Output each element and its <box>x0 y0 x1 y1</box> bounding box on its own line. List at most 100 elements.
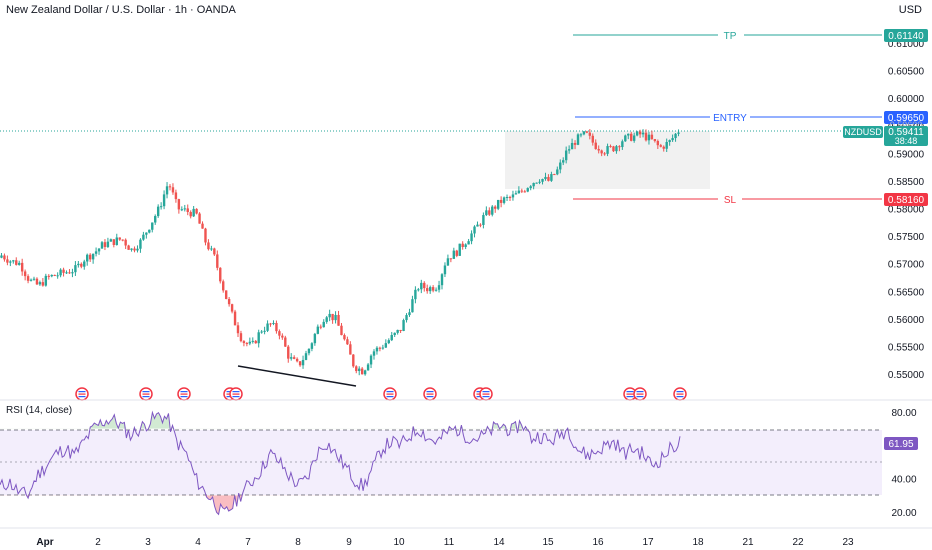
price-tick-label: 0.58500 <box>888 177 925 188</box>
trade-range-box[interactable] <box>505 131 710 189</box>
candle-body <box>562 160 565 163</box>
candle-body <box>198 213 201 224</box>
candle-body <box>337 314 340 326</box>
candle-body <box>88 254 92 260</box>
rsi-title[interactable]: RSI (14, close) <box>6 405 73 416</box>
price-tick-label: 0.56000 <box>888 315 925 326</box>
candle-body <box>151 222 154 230</box>
candle-body <box>180 209 184 211</box>
candle-body <box>494 206 497 209</box>
candle-body <box>236 325 240 334</box>
candle-body <box>254 340 257 344</box>
current-price-badge: 0.59411 38:48 <box>884 126 928 146</box>
trendline[interactable] <box>237 365 357 387</box>
symbol-badge: NZDUSD <box>843 126 883 138</box>
svg-text:0.61140: 0.61140 <box>888 31 924 42</box>
candle-body <box>437 285 441 290</box>
candle-body <box>281 335 284 338</box>
candles-series <box>0 129 680 376</box>
tp-label: TP <box>724 31 737 42</box>
sl-line-group[interactable]: SL <box>573 192 882 206</box>
candle-body <box>15 260 18 265</box>
candle-body <box>564 150 568 161</box>
candle-body <box>168 186 172 188</box>
current-price: 0.59411 <box>888 127 924 138</box>
economic-event-markers[interactable] <box>75 387 687 401</box>
candle-body <box>520 190 524 192</box>
candle-body <box>133 248 136 251</box>
candle-body <box>112 239 116 245</box>
candle-body <box>458 243 461 256</box>
candle-body <box>638 131 642 135</box>
candle-body <box>366 364 370 371</box>
candle-body <box>242 341 246 344</box>
time-tick-label: 11 <box>444 537 455 548</box>
candle-body <box>290 357 293 359</box>
candle-body <box>313 333 317 344</box>
time-tick-label: 9 <box>346 537 352 548</box>
svg-text:NZDUSD: NZDUSD <box>844 127 882 137</box>
candle-body <box>340 325 343 336</box>
currency-label[interactable]: USD <box>898 4 922 16</box>
time-axis[interactable]: Apr 2 3 4 7 8 9 10 11 14 15 16 17 18 21 22 23 <box>36 537 854 548</box>
sl-price-badge: 0.58160 <box>884 193 928 206</box>
rsi-tick-label: 40.00 <box>891 475 916 486</box>
sub-entry-price-label: 0.59600 <box>890 120 923 130</box>
candle-body <box>559 162 562 170</box>
candle-body <box>544 176 547 179</box>
us-flag-event-icon[interactable] <box>479 387 493 401</box>
candle-body <box>100 242 104 249</box>
candle-body <box>109 239 113 242</box>
us-flag-event-icon[interactable] <box>423 387 437 401</box>
candle-body <box>573 142 577 145</box>
candle-body <box>74 265 77 273</box>
candle-body <box>479 224 482 226</box>
time-tick-label: 16 <box>592 537 604 548</box>
candle-body <box>156 206 160 217</box>
candle-body <box>405 315 408 321</box>
price-tick-label: 0.59000 <box>888 149 925 160</box>
candle-body <box>41 282 45 286</box>
candle-body <box>227 299 231 305</box>
us-flag-event-icon[interactable] <box>633 387 647 401</box>
candle-body <box>148 229 151 233</box>
candle-body <box>177 199 181 210</box>
candle-body <box>434 289 438 291</box>
us-flag-event-icon[interactable] <box>177 387 191 401</box>
candle-body <box>307 348 311 354</box>
tp-line-group[interactable]: TP <box>573 28 882 42</box>
candle-body <box>195 208 198 214</box>
entry-line-group[interactable]: ENTRY <box>575 110 882 124</box>
candle-body <box>431 287 435 291</box>
candle-body <box>615 146 618 152</box>
candle-body <box>118 237 121 240</box>
candle-body <box>369 355 373 365</box>
time-tick-label: 18 <box>692 537 704 548</box>
candle-body <box>372 351 376 356</box>
candle-body <box>624 135 627 142</box>
us-flag-event-icon[interactable] <box>139 387 153 401</box>
candle-body <box>219 267 222 282</box>
candle-body <box>399 329 402 332</box>
candle-body <box>68 272 71 274</box>
us-flag-event-icon[interactable] <box>229 387 243 401</box>
us-flag-event-icon[interactable] <box>673 387 687 401</box>
us-flag-event-icon[interactable] <box>383 387 397 401</box>
candle-body <box>606 146 609 154</box>
price-tick-label: 0.61000 <box>888 39 925 50</box>
candle-body <box>381 347 385 349</box>
candle-body <box>508 197 512 199</box>
price-tick-label: 0.60500 <box>888 67 925 78</box>
candle-body <box>106 241 110 247</box>
candle-body <box>59 269 62 276</box>
candle-body <box>0 255 3 258</box>
candle-body <box>251 340 254 342</box>
candle-body <box>417 289 420 291</box>
price-tick-label: 0.56500 <box>888 287 925 298</box>
candle-body <box>396 329 399 333</box>
us-flag-event-icon[interactable] <box>75 387 89 401</box>
candle-body <box>189 211 192 217</box>
price-scale[interactable]: 0.610000.605000.600000.595000.590000.585… <box>888 39 925 381</box>
